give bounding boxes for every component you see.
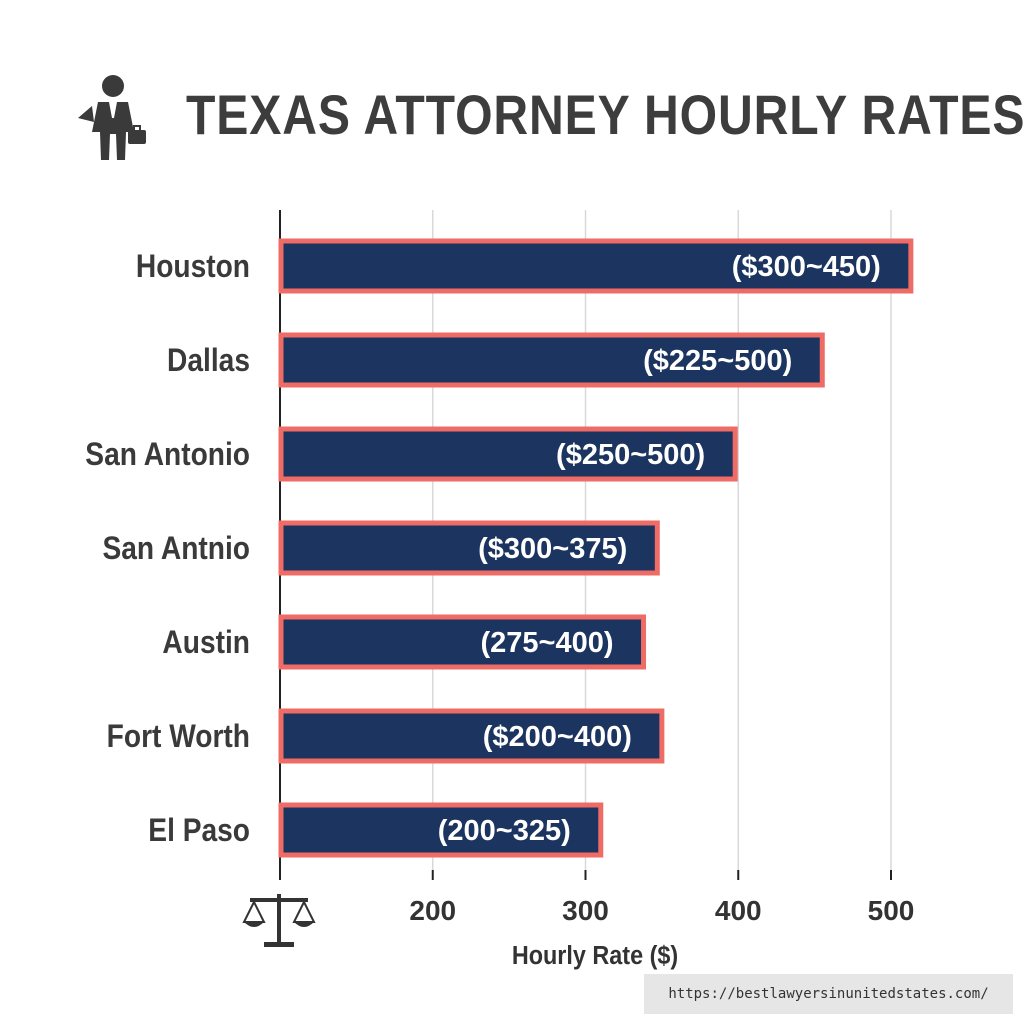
scales-of-justice-icon xyxy=(242,894,316,947)
category-labels: Houston Dallas San Antonio San Antnio Austin… xyxy=(85,249,250,848)
category-label: El Paso xyxy=(148,813,250,848)
category-label: San Antonio xyxy=(85,437,250,472)
category-label: San Antnio xyxy=(103,531,250,566)
bar-data-label: (275~400) xyxy=(481,627,614,659)
bar-data-label: ($200~400) xyxy=(483,721,632,753)
bar xyxy=(278,708,665,764)
bar xyxy=(278,426,738,482)
bar-data-label: (200~325) xyxy=(438,815,571,847)
x-tick-label: 200 xyxy=(409,895,456,926)
bar-data-label: ($250~500) xyxy=(556,439,705,471)
chart-title: TEXAS ATTORNEY HOURLY RATES xyxy=(186,83,1024,146)
x-tick-label: 400 xyxy=(715,895,762,926)
bar xyxy=(278,238,914,294)
x-axis-label: Hourly Rate ($) xyxy=(512,942,678,970)
category-label: Fort Worth xyxy=(107,719,250,754)
category-label: Houston xyxy=(136,249,250,284)
x-tick-label: 500 xyxy=(868,895,915,926)
bar xyxy=(278,614,647,670)
x-tick-label: 300 xyxy=(562,895,609,926)
category-label: Dallas xyxy=(167,343,250,378)
bar xyxy=(278,520,660,576)
x-tick-labels: 200 300 400 500 xyxy=(409,895,914,926)
bar xyxy=(278,332,825,388)
chart-header: TEXAS ATTORNEY HOURLY RATES xyxy=(0,0,1024,180)
bar-data-label: ($225~500) xyxy=(643,345,792,377)
businessman-with-briefcase-icon xyxy=(78,75,146,160)
bar xyxy=(278,802,604,858)
bar-data-label: ($300~375) xyxy=(478,533,627,565)
bars: ($300~450) ($225~500) ($250~500) ($300~375)… xyxy=(278,238,914,858)
bar-data-label: ($300~450) xyxy=(732,251,881,283)
source-url-badge: https://bestlawyersinunitedstates.com/ xyxy=(644,974,1013,1014)
category-label: Austin xyxy=(162,625,250,660)
